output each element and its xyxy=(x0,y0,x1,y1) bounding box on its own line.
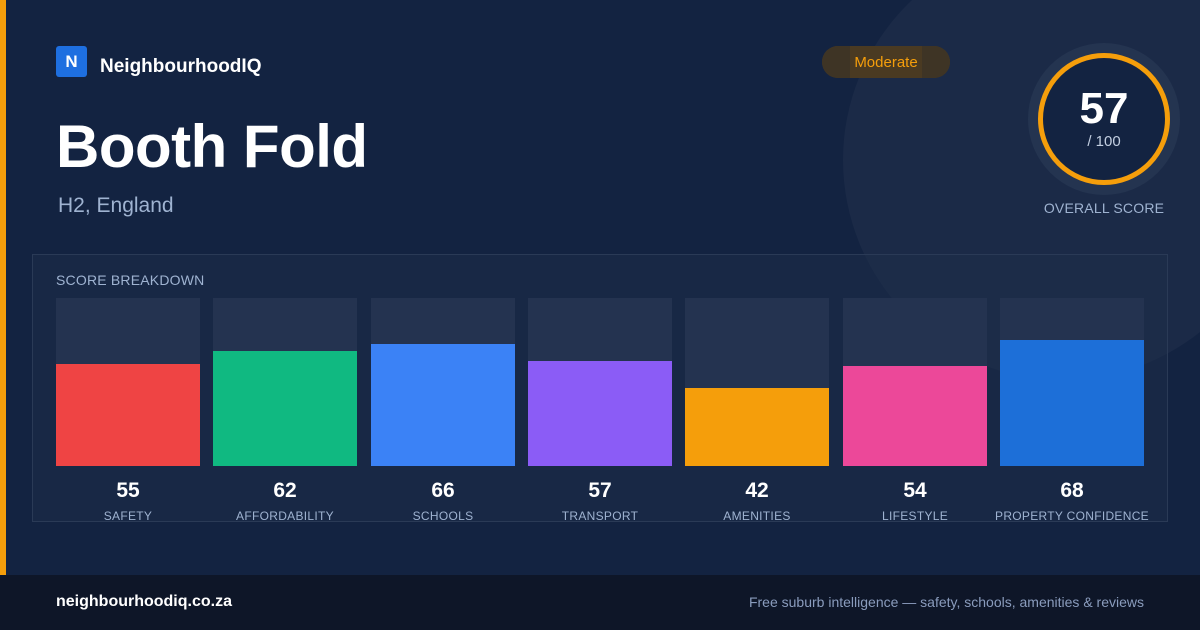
footer xyxy=(0,575,1200,630)
score-bar-value: 68 xyxy=(1060,479,1084,502)
score-bar-fill xyxy=(843,366,987,466)
location-title: Booth Fold xyxy=(56,113,368,180)
location-region: H2, England xyxy=(58,194,174,217)
rating-badge-label: Moderate xyxy=(854,53,918,71)
score-bar-track xyxy=(213,298,357,466)
footer-site-link[interactable]: neighbourhoodiq.co.za xyxy=(56,593,232,610)
rating-badge: Moderate xyxy=(822,46,950,78)
overall-score-caption: OVERALL SCORE xyxy=(1043,200,1165,216)
score-bar-label: AMENITIES xyxy=(723,509,791,523)
score-bar-track xyxy=(56,298,200,466)
score-bar-track xyxy=(685,298,829,466)
logo-icon: N xyxy=(56,46,87,77)
overall-score-max: / 100 xyxy=(1087,133,1121,150)
score-bar-label: AFFORDABILITY xyxy=(236,509,334,523)
score-bar-fill xyxy=(1000,340,1144,466)
accent-stripe xyxy=(0,0,6,575)
score-bar-fill xyxy=(528,361,672,466)
brand-name: NeighbourhoodIQ xyxy=(100,56,262,77)
score-breakdown-label: SCORE BREAKDOWN xyxy=(56,272,205,288)
score-bar-label: LIFESTYLE xyxy=(881,509,949,523)
score-bar-label: SAFETY xyxy=(103,509,153,523)
score-bar-track xyxy=(1000,298,1144,466)
score-bar-value: 55 xyxy=(116,479,140,502)
score-bar-label: SCHOOLS xyxy=(412,509,474,523)
score-bar-track xyxy=(528,298,672,466)
footer-tagline: Free suburb intelligence — safety, schoo… xyxy=(748,594,1144,610)
score-bar-fill xyxy=(213,351,357,466)
score-bar-track xyxy=(371,298,515,466)
score-bar-value: 57 xyxy=(588,479,612,502)
score-bar-fill xyxy=(685,388,829,466)
score-bar-fill xyxy=(56,364,200,466)
overall-score-value: 57 xyxy=(1079,84,1129,133)
score-bar-fill xyxy=(371,344,515,466)
score-bar-value: 42 xyxy=(745,479,769,502)
overall-score-ring xyxy=(1038,53,1170,185)
score-bar-value: 66 xyxy=(431,479,455,502)
score-bar-track xyxy=(843,298,987,466)
score-bar-label: PROPERTY CONFIDENCE xyxy=(995,509,1149,523)
score-bar-value: 62 xyxy=(273,479,297,502)
score-bar-label: TRANSPORT xyxy=(561,509,639,523)
score-bar-value: 54 xyxy=(903,479,927,502)
